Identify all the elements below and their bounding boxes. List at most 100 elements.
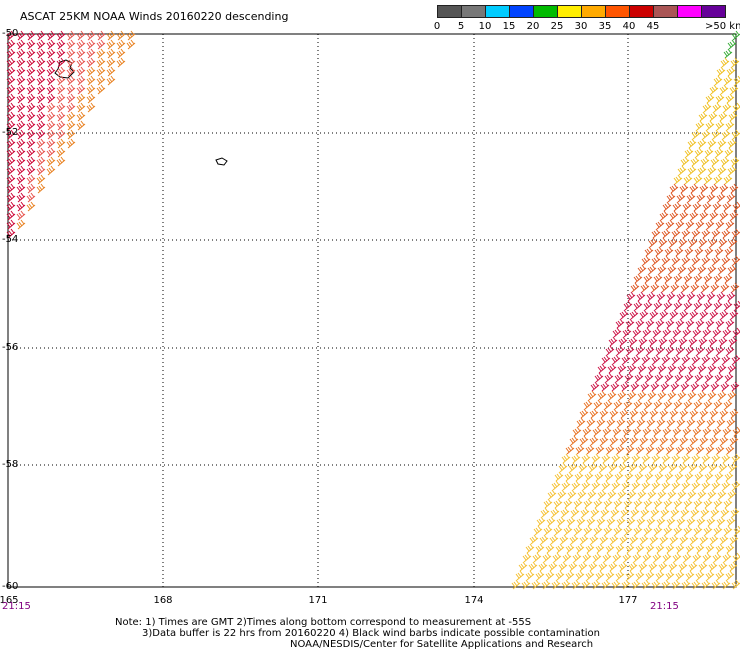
wind-barb [591, 480, 601, 491]
wind-barb [727, 138, 737, 149]
wind-barb [712, 327, 722, 338]
lat-label: -54 [2, 234, 19, 245]
wind-barb [621, 480, 631, 491]
wind-barb [663, 273, 673, 284]
lat-label: -50 [2, 28, 19, 39]
wind-barb [56, 147, 66, 158]
wind-barb [634, 372, 644, 383]
wind-barb [683, 399, 693, 410]
wind-barb [615, 543, 625, 554]
wind-barb [16, 84, 26, 95]
wind-barb [605, 444, 615, 455]
scale-label: 45 [646, 21, 660, 32]
wind-barb [575, 444, 585, 455]
wind-barb [558, 462, 568, 473]
wind-barb [638, 462, 648, 473]
wind-barb [730, 57, 740, 68]
wind-barb [627, 390, 637, 401]
wind-barb [645, 345, 655, 356]
lon-label: 174 [464, 595, 484, 606]
wind-barb [571, 453, 581, 464]
wind-barb [706, 192, 716, 203]
wind-barb [713, 300, 723, 311]
wind-barb [639, 408, 649, 419]
wind-barb [594, 471, 604, 482]
wind-barb [672, 201, 682, 212]
wind-barb [511, 579, 521, 590]
wind-barb [653, 525, 663, 536]
wind-barb [651, 579, 661, 590]
wind-barb [629, 408, 639, 419]
wind-barb [657, 264, 667, 275]
wind-barb [46, 66, 56, 77]
wind-barb [600, 507, 610, 518]
wind-barb [106, 30, 116, 41]
wind-barb [6, 66, 16, 77]
wind-barb [585, 444, 595, 455]
wind-barb [624, 372, 634, 383]
wind-barb [651, 228, 661, 239]
wind-barb [708, 336, 718, 347]
scale-label: 25 [550, 21, 564, 32]
wind-barb [725, 345, 735, 356]
wind-barb [26, 102, 36, 113]
wind-barb [684, 372, 694, 383]
wind-barb [717, 489, 727, 500]
wind-barb [719, 84, 729, 95]
wind-barb [675, 570, 685, 581]
wind-barb [697, 390, 707, 401]
wind-barb [674, 246, 684, 257]
wind-barb [36, 111, 46, 122]
wind-barb [663, 498, 673, 509]
wind-barb [646, 516, 656, 527]
wind-barb [46, 111, 56, 122]
wind-barb [732, 327, 740, 338]
wind-barb [26, 174, 36, 185]
wind-barb [674, 471, 684, 482]
wind-barb [697, 363, 707, 374]
wind-barb [690, 381, 700, 392]
wind-barb [628, 561, 638, 572]
wind-barb [26, 138, 36, 149]
wind-barb [561, 480, 571, 491]
wind-barb [675, 219, 685, 230]
scale-label: 5 [457, 21, 465, 32]
scale-label: >50 knots [705, 21, 740, 32]
wind-barb [711, 354, 721, 365]
wind-barb [686, 192, 696, 203]
wind-barb [585, 543, 595, 554]
wind-barb [643, 273, 653, 284]
wind-barb [724, 471, 734, 482]
wind-barb [6, 138, 16, 149]
wind-barb [569, 534, 579, 545]
wind-barb [716, 291, 726, 302]
wind-barb [66, 48, 76, 59]
wind-barb [36, 84, 46, 95]
wind-barb [731, 579, 740, 590]
wind-barb [719, 408, 729, 419]
wind-barb [685, 345, 695, 356]
wind-barb [56, 102, 66, 113]
wind-barb [722, 201, 732, 212]
wind-barb [703, 273, 713, 284]
wind-barb [708, 111, 718, 122]
wind-barb [663, 300, 673, 311]
wind-barb [522, 552, 532, 563]
wind-barb [647, 264, 657, 275]
wind-barb [611, 579, 621, 590]
wind-barb [56, 84, 66, 95]
wind-barb [712, 552, 722, 563]
wind-barb [649, 309, 659, 320]
wind-barb [638, 561, 648, 572]
wind-barb [66, 57, 76, 68]
wind-barb [681, 579, 691, 590]
wind-barb [631, 354, 641, 365]
wind-barb [731, 30, 740, 41]
wind-barb [584, 471, 594, 482]
wind-barb [26, 57, 36, 68]
wind-barb [16, 102, 26, 113]
wind-barb [56, 57, 66, 68]
wind-barb [693, 525, 703, 536]
wind-barb [629, 309, 639, 320]
wind-barb [679, 210, 689, 221]
